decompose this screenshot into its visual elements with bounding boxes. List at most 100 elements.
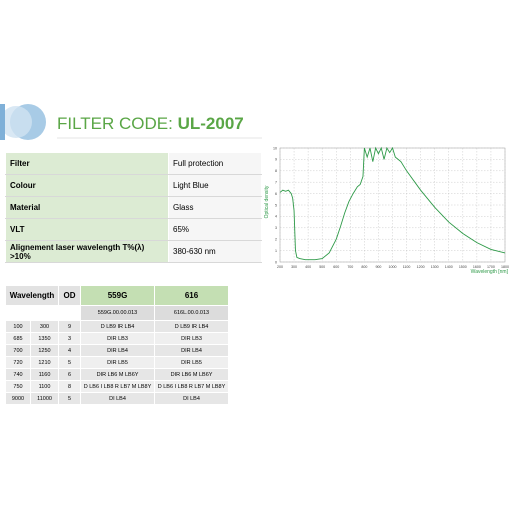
cell: 3: [58, 332, 82, 345]
y-tick-label: 6: [275, 192, 277, 196]
y-tick-label: 8: [275, 169, 277, 173]
property-row: Material Glass: [5, 196, 262, 219]
x-tick-label: 1700: [487, 265, 495, 269]
x-tick-label: 900: [375, 265, 381, 269]
code-row: 559G.00.00.013 616L.00.0.013: [4, 305, 230, 321]
cell: 1210: [29, 356, 60, 369]
property-value: 380-630 nm: [168, 240, 262, 263]
cell: DIR LB5: [80, 356, 156, 369]
title-code: UL-2007: [177, 114, 244, 133]
x-tick-label: 1000: [389, 265, 397, 269]
data-row: 750 1100 8 D LB6 I LB8 R LB7 M LB8Y D LB6 I …: [5, 380, 230, 393]
lens-icon: [0, 106, 32, 138]
cell: 4: [58, 344, 82, 357]
properties-table: Filter Full protection Colour Light Blue Mat…: [5, 152, 262, 263]
y-axis-label: Optical density: [264, 185, 270, 218]
y-tick-label: 3: [275, 226, 277, 230]
x-tick-label: 500: [319, 265, 325, 269]
x-axis-label: Wavelength [nm]: [471, 269, 509, 275]
cell: D LB6 I LB8 R LB7 M LB8Y: [154, 380, 230, 393]
lens-icon: [0, 104, 5, 140]
y-tick-label: 9: [275, 158, 277, 162]
data-row: 100 300 9 D LB9 IR LB4 D LB9 IR LB4: [5, 320, 230, 333]
cell: D LB6 I LB8 R LB7 M LB8Y: [80, 380, 156, 393]
y-tick-label: 7: [275, 181, 277, 185]
data-row: 720 1210 5 DIR LB5 DIR LB5: [5, 356, 230, 369]
property-name: Material: [5, 196, 169, 219]
cell: 11000: [29, 392, 60, 405]
x-tick-label: 1800: [501, 265, 509, 269]
chart: Optical density Wavelength [nm] 200 300 40…: [264, 146, 509, 275]
code-cell: 616L.00.0.013: [154, 305, 230, 321]
x-tick-label: 1200: [417, 265, 425, 269]
y-tick-label: 1: [275, 249, 277, 253]
cell: 8: [58, 380, 82, 393]
data-row: 740 1160 6 DIR LB6 M LB6Y DIR LB6 M LB6Y: [5, 368, 230, 381]
cell: 5: [58, 392, 82, 405]
code-cell: 559G.00.00.013: [80, 305, 156, 321]
data-row: 685 1350 3 DIR LB3 DIR LB3: [5, 332, 230, 345]
property-row: Alignement laser wavelength T%(λ) >10% 38…: [5, 240, 262, 263]
property-value: Full protection: [168, 152, 262, 175]
header-graphic: [0, 104, 262, 140]
x-tick-label: 1600: [473, 265, 481, 269]
x-tick-label: 1400: [445, 265, 453, 269]
property-name: VLT: [5, 218, 169, 241]
cell: DIR LB3: [154, 332, 230, 345]
cell: 685: [5, 332, 31, 345]
data-row: 700 1250 4 DIR LB4 DIR LB4: [5, 344, 230, 357]
x-tick-label: 800: [361, 265, 367, 269]
cell: 9: [58, 320, 82, 333]
title: FILTER CODE: UL-2007: [57, 114, 244, 134]
cell: 1350: [29, 332, 60, 345]
y-tick-label: 5: [275, 203, 277, 207]
cell: 1100: [29, 380, 60, 393]
cell: DIR LB4: [80, 344, 156, 357]
data-row: 9000 11000 5 DI LB4 DI LB4: [5, 392, 230, 405]
x-tick-label: 1300: [431, 265, 439, 269]
cell: 740: [5, 368, 31, 381]
cell: 750: [5, 380, 31, 393]
cell: 700: [5, 344, 31, 357]
header-row: Wavelength OD 559G 616: [4, 285, 230, 306]
cell: DIR LB3: [80, 332, 156, 345]
y-tick-label: 0: [275, 260, 277, 264]
title-prefix: FILTER CODE:: [57, 114, 173, 133]
header-cell: Wavelength: [4, 285, 60, 306]
property-value: Light Blue: [168, 174, 262, 197]
cell: DIR LB6 M LB6Y: [154, 368, 230, 381]
cell: 720: [5, 356, 31, 369]
property-name: Colour: [5, 174, 169, 197]
property-value: 65%: [168, 218, 262, 241]
cell: D LB9 IR LB4: [80, 320, 156, 333]
cell: 300: [29, 320, 60, 333]
data-line: [279, 146, 506, 261]
cell: 1160: [29, 368, 60, 381]
cell: 1250: [29, 344, 60, 357]
property-name: Alignement laser wavelength T%(λ) >10%: [5, 240, 169, 263]
cell: 5: [58, 356, 82, 369]
cell: 9000: [5, 392, 31, 405]
cell: 100: [5, 320, 31, 333]
property-row: Colour Light Blue: [5, 174, 262, 197]
x-tick-label: 700: [347, 265, 353, 269]
blank-cell: [4, 305, 82, 321]
cell: DIR LB4: [154, 344, 230, 357]
cell: DI LB4: [154, 392, 230, 405]
header-cell: 559G: [80, 285, 156, 306]
property-row: VLT 65%: [5, 218, 262, 241]
cell: DIR LB5: [154, 356, 230, 369]
property-value: Glass: [168, 196, 262, 219]
header-cell: 616: [154, 285, 230, 306]
x-tick-label: 1500: [459, 265, 467, 269]
x-tick-label: 300: [291, 265, 297, 269]
cell: DI LB4: [80, 392, 156, 405]
y-tick-label: 10: [273, 146, 277, 150]
x-tick-label: 1100: [403, 265, 411, 269]
header-cell: OD: [58, 285, 82, 306]
wavelength-table: Wavelength OD 559G 616 559G.00.00.013 616L.00…: [4, 285, 230, 405]
cell: 6: [58, 368, 82, 381]
cell: D LB9 IR LB4: [154, 320, 230, 333]
cell: DIR LB6 M LB6Y: [80, 368, 156, 381]
